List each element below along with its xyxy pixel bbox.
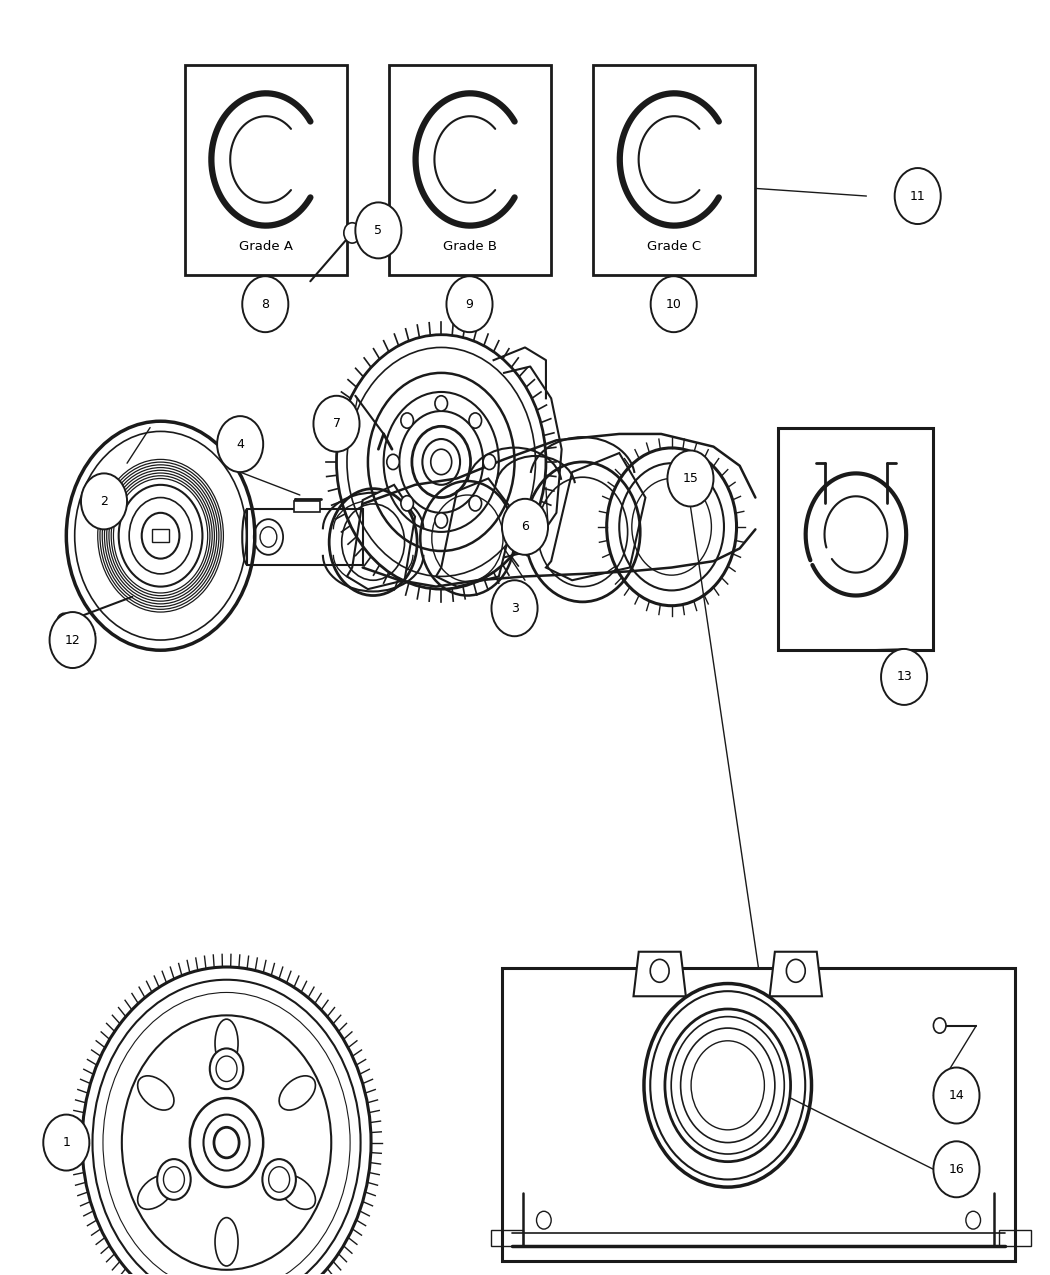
Text: 9: 9 [465, 297, 474, 311]
Text: 12: 12 [65, 634, 81, 646]
Circle shape [469, 496, 482, 511]
Circle shape [483, 454, 496, 469]
Circle shape [386, 454, 399, 469]
Circle shape [355, 203, 401, 259]
Text: 15: 15 [682, 472, 698, 484]
Bar [593, 65, 755, 275]
Text: 8: 8 [261, 297, 269, 311]
Text: 2: 2 [100, 495, 108, 507]
Ellipse shape [279, 1076, 315, 1111]
Bar [294, 501, 320, 511]
Text: 3: 3 [510, 602, 519, 615]
Polygon shape [633, 951, 686, 996]
Circle shape [491, 580, 538, 636]
Text: 5: 5 [375, 224, 382, 237]
Text: 11: 11 [910, 190, 926, 203]
Circle shape [243, 277, 289, 333]
Bar [502, 968, 1015, 1261]
Text: 16: 16 [948, 1163, 964, 1176]
Bar [248, 509, 362, 565]
Circle shape [435, 513, 447, 528]
Ellipse shape [138, 1176, 174, 1209]
Circle shape [881, 649, 927, 705]
Circle shape [650, 959, 669, 982]
Circle shape [933, 1067, 980, 1123]
Circle shape [210, 1048, 244, 1089]
Circle shape [446, 277, 492, 333]
Ellipse shape [215, 1019, 238, 1067]
Bar [388, 65, 551, 275]
Ellipse shape [138, 1076, 174, 1111]
Text: 10: 10 [666, 297, 681, 311]
Circle shape [314, 395, 359, 451]
Bar [1000, 1230, 1031, 1246]
Circle shape [933, 1017, 946, 1033]
Bar [185, 65, 346, 275]
Bar [778, 427, 933, 650]
Circle shape [57, 613, 71, 631]
Bar [491, 1230, 523, 1246]
Text: Grade C: Grade C [647, 241, 701, 254]
Circle shape [262, 1159, 296, 1200]
Circle shape [269, 1167, 290, 1192]
Text: Grade B: Grade B [443, 241, 497, 254]
Circle shape [966, 1211, 981, 1229]
Text: 14: 14 [948, 1089, 964, 1102]
Polygon shape [546, 453, 646, 580]
Circle shape [502, 499, 548, 555]
Circle shape [401, 413, 414, 428]
Ellipse shape [279, 1176, 315, 1209]
Bar [152, 529, 169, 542]
Polygon shape [346, 484, 415, 589]
Polygon shape [770, 951, 822, 996]
Circle shape [401, 496, 414, 511]
Circle shape [216, 1056, 237, 1081]
Circle shape [217, 416, 264, 472]
Circle shape [435, 395, 447, 411]
Circle shape [933, 1141, 980, 1197]
Circle shape [786, 959, 805, 982]
Text: Grade A: Grade A [238, 241, 293, 254]
Circle shape [158, 1159, 191, 1200]
Polygon shape [436, 478, 514, 586]
Circle shape [895, 168, 941, 224]
Circle shape [469, 413, 482, 428]
Circle shape [651, 277, 697, 333]
Ellipse shape [215, 1218, 238, 1266]
Text: 4: 4 [236, 437, 244, 450]
Text: 1: 1 [62, 1136, 70, 1149]
Text: 13: 13 [897, 671, 912, 683]
Circle shape [142, 513, 180, 558]
Text: 6: 6 [521, 520, 529, 533]
Text: 7: 7 [333, 417, 340, 430]
Circle shape [81, 473, 127, 529]
Circle shape [343, 223, 360, 244]
Circle shape [668, 450, 714, 506]
Circle shape [49, 612, 96, 668]
Circle shape [43, 1114, 89, 1170]
Circle shape [164, 1167, 185, 1192]
Circle shape [537, 1211, 551, 1229]
